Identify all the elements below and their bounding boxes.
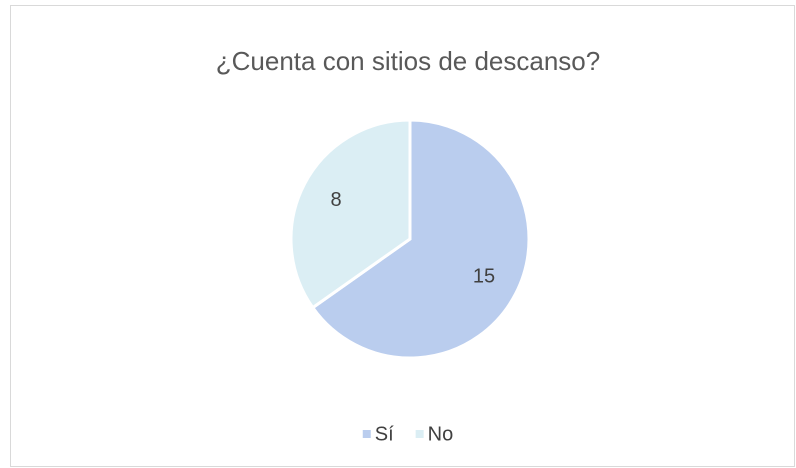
legend-swatch (415, 430, 424, 438)
pie-slice (310, 118, 531, 360)
data-label: 15 (473, 266, 495, 288)
legend-label: No (428, 423, 454, 445)
legend-label: Sí (375, 423, 394, 445)
chart-title: ¿Cuenta con sitios de descanso? (216, 46, 600, 76)
data-label: 8 (330, 189, 341, 211)
pie-slice (289, 118, 412, 310)
legend-swatch (362, 430, 371, 438)
